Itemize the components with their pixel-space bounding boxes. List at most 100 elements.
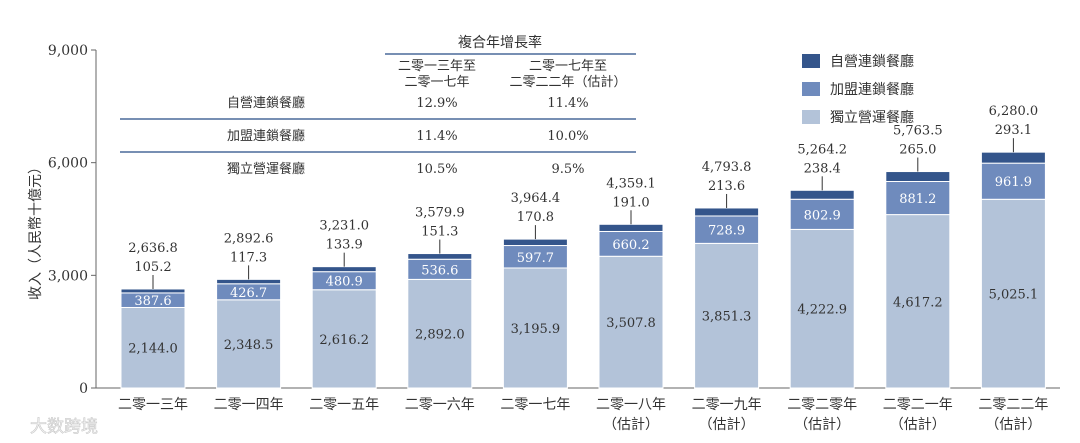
- cagr-col1-header: 二零一三年至: [398, 59, 476, 74]
- cagr-col1-header: 二零一七年: [404, 75, 469, 90]
- x-category-label: 二零一五年: [309, 397, 379, 413]
- bar-value-label-self: 105.2: [134, 260, 171, 275]
- bar-total-label: 3,579.9: [415, 206, 465, 221]
- bar-value-label-independent: 3,507.8: [606, 316, 656, 331]
- bar-value-label-independent: 2,348.5: [224, 338, 274, 353]
- bar-total-label: 3,964.4: [511, 191, 561, 206]
- cagr-row-value-1: 11.4%: [416, 129, 457, 144]
- bar-value-label-independent: 2,144.0: [128, 342, 178, 357]
- bar-segment-independent: [502, 267, 568, 389]
- bar-value-label-franchise: 728.9: [708, 224, 745, 239]
- bar-value-label-self: 117.3: [230, 250, 267, 265]
- bar-value-label-franchise: 802.9: [804, 208, 841, 223]
- bar-value-label-franchise: 387.6: [134, 294, 171, 309]
- cagr-row-name: 自營連鎖餐廳: [227, 95, 305, 111]
- x-category-label: 二零一八年: [596, 397, 666, 413]
- x-category-label: 二零一六年: [405, 397, 475, 413]
- bar-value-label-self: 151.3: [421, 225, 458, 240]
- legend-label-independent: 獨立營運餐廳: [830, 109, 914, 126]
- x-category-label: （估計）: [794, 417, 850, 433]
- x-category-label: 二零一四年: [214, 397, 284, 413]
- bar-value-label-self: 238.4: [804, 161, 841, 176]
- bar-segment-franchise: [789, 198, 855, 230]
- bar-value-label-franchise: 881.2: [899, 192, 936, 207]
- bar-value-label-independent: 5,025.1: [989, 288, 1039, 303]
- cagr-row-value-1: 10.5%: [416, 162, 457, 177]
- bar-total-label: 2,892.6: [224, 231, 274, 246]
- y-axis-label: 收入（人民幣十億元）: [28, 160, 44, 300]
- x-category-label: 二零一七年: [500, 397, 570, 413]
- x-category-label: 二零二零年: [787, 397, 857, 413]
- cagr-row-name: 加盟連鎖餐廳: [227, 128, 305, 144]
- x-category-label: 二零二二年: [978, 397, 1048, 413]
- bar-segment-self: [407, 253, 473, 260]
- bar-segment-self: [694, 207, 760, 217]
- y-tick-label: 9,000: [48, 43, 88, 59]
- bar-value-label-franchise: 961.9: [995, 175, 1032, 190]
- bar-segment-independent: [694, 242, 760, 389]
- bar-value-label-franchise: 597.7: [517, 251, 554, 266]
- bar-segment-independent: [311, 289, 377, 389]
- bar-total-label: 6,280.0: [989, 104, 1039, 119]
- bar-total-label: 2,636.8: [128, 241, 178, 256]
- cagr-title: 複合年增長率: [458, 34, 542, 51]
- bar-segment-self: [120, 288, 186, 294]
- x-category-label: （估計）: [890, 417, 946, 433]
- bar-value-label-self: 170.8: [517, 210, 554, 225]
- cagr-row-value-2: 9.5%: [551, 162, 584, 177]
- bar-segment-independent: [120, 306, 186, 389]
- bar-total-label: 5,763.5: [893, 124, 943, 139]
- bar-segment-independent: [216, 299, 282, 389]
- watermark-text: 大数跨境: [30, 417, 98, 437]
- bar-total-label: 4,359.1: [606, 176, 656, 191]
- x-category-label: （估計）: [603, 417, 659, 433]
- bar-value-label-franchise: 660.2: [612, 238, 649, 253]
- cagr-row-value-2: 10.0%: [547, 129, 588, 144]
- bar-segment-self: [502, 238, 568, 247]
- x-category-label: 二零二一年: [883, 397, 953, 413]
- legend-swatch-franchise: [802, 82, 820, 96]
- y-tick-label: 3,000: [48, 268, 88, 284]
- bar-value-label-franchise: 536.6: [421, 263, 458, 278]
- bar-total-label: 4,793.8: [702, 160, 752, 175]
- bar-value-label-self: 265.0: [899, 143, 936, 158]
- bar-segment-self: [598, 223, 664, 232]
- bar-segment-independent: [789, 228, 855, 389]
- y-tick-label: 0: [79, 381, 88, 397]
- bar-segment-independent: [407, 278, 473, 389]
- bar-value-label-independent: 3,195.9: [511, 322, 561, 337]
- legend-swatch-self: [802, 54, 820, 68]
- bar-value-label-franchise: 480.9: [326, 275, 363, 290]
- x-category-label: （估計）: [985, 417, 1041, 433]
- cagr-row-value-2: 11.4%: [547, 96, 588, 111]
- x-category-label: 二零一九年: [692, 397, 762, 413]
- bar-segment-franchise: [694, 215, 760, 244]
- legend-label-self: 自營連鎖餐廳: [830, 53, 914, 70]
- cagr-row-name: 獨立營運餐廳: [227, 161, 305, 177]
- bar-segment-independent: [598, 255, 664, 389]
- bar-segment-franchise: [885, 181, 951, 216]
- bar-value-label-independent: 2,892.0: [415, 328, 465, 343]
- bar-segment-franchise: [980, 162, 1046, 200]
- cagr-col2-header: 二零一七年至: [529, 59, 607, 74]
- bar-total-label: 5,264.2: [797, 142, 847, 157]
- legend-swatch-independent: [802, 110, 820, 124]
- y-tick-label: 6,000: [48, 156, 88, 172]
- bar-value-label-self: 133.9: [326, 238, 363, 253]
- bar-segment-self: [980, 151, 1046, 164]
- legend-label-franchise: 加盟連鎖餐廳: [830, 81, 914, 98]
- cagr-col2-header: 二零二二年（估計）: [509, 74, 626, 90]
- bar-value-label-franchise: 426.7: [230, 286, 267, 301]
- bar-segment-self: [885, 171, 951, 183]
- bar-segment-self: [789, 189, 855, 200]
- bar-value-label-independent: 4,617.2: [893, 295, 943, 310]
- cagr-row-value-1: 12.9%: [416, 96, 457, 111]
- bar-value-label-self: 213.6: [708, 179, 745, 194]
- bar-segment-self: [216, 278, 282, 285]
- bar-value-label-independent: 4,222.9: [797, 303, 847, 318]
- bar-value-label-independent: 2,616.2: [319, 333, 369, 348]
- bar-segment-franchise: [598, 230, 664, 257]
- bar-total-label: 3,231.0: [319, 219, 369, 234]
- bar-value-label-self: 191.0: [612, 195, 649, 210]
